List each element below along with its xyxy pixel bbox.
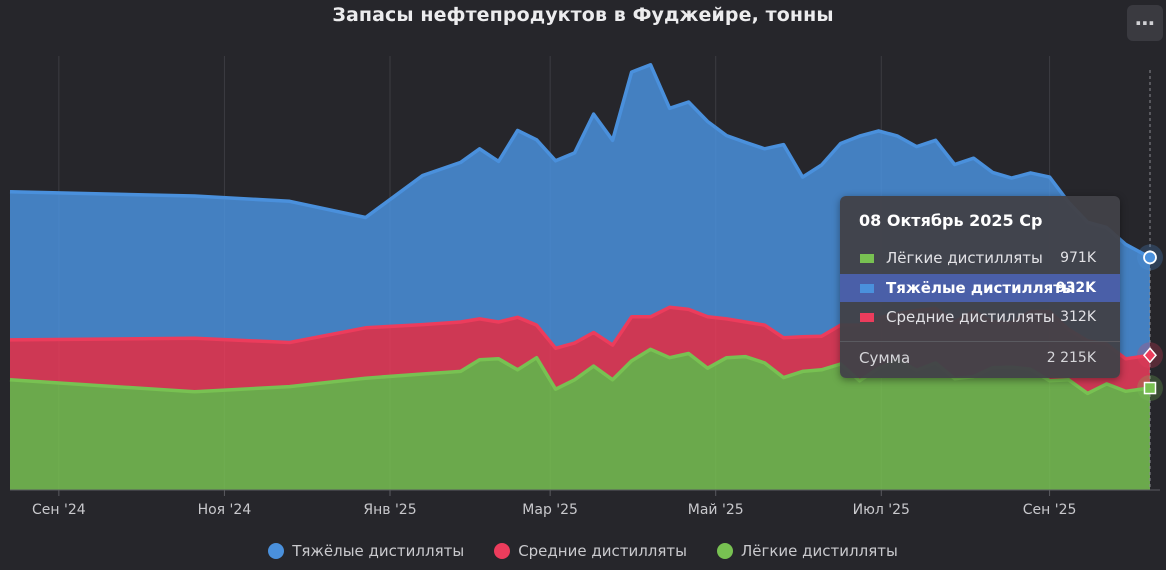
x-tick-label: Сен '24 — [32, 502, 86, 518]
tooltip-sum-label: Сумма — [859, 349, 911, 367]
tooltip: 08 Октябрь 2025 Ср Лёгкие дистилляты 971K… — [840, 196, 1120, 378]
chart-menu-button[interactable]: ⋯ — [1127, 5, 1163, 41]
x-tick-label: Июл '25 — [853, 502, 910, 518]
tooltip-row-label: Лёгкие дистилляты — [886, 249, 1043, 267]
x-tick-label: Сен '25 — [1023, 502, 1077, 518]
marker-middle — [1143, 347, 1157, 364]
tooltip-row: Средние дистилляты 312K — [840, 303, 1120, 331]
x-tick-label: Май '25 — [688, 502, 744, 518]
tooltip-row-label: Средние дистилляты — [886, 308, 1055, 326]
tooltip-row-value: 971K — [1060, 250, 1096, 266]
x-axis-ticks: Сен '24 Ноя '24 Янв '25 Мар '25 Май '25 Июл '… — [32, 490, 1076, 518]
tooltip-row-value: 312K — [1060, 309, 1096, 325]
more-horizontal-icon: ⋯ — [1135, 11, 1155, 35]
tooltip-swatch — [860, 313, 874, 322]
tooltip-row-value: 932K — [1055, 280, 1096, 296]
legend-dot-icon — [268, 543, 285, 559]
legend-label: Средние дистилляты — [518, 542, 687, 560]
legend: Тяжёлые дистилляты Средние дистилляты Лёгк… — [0, 542, 1166, 560]
tooltip-date: 08 Октябрь 2025 Ср — [859, 211, 1043, 230]
legend-label: Тяжёлые дистилляты — [292, 542, 465, 560]
chart-area[interactable]: Сен '24 Ноя '24 Янв '25 Мар '25 Май '25 Июл '… — [0, 0, 1166, 540]
chart-title: Запасы нефтепродуктов в Фуджейре, тонны — [332, 4, 834, 26]
area-light-distillates[interactable] — [10, 349, 1150, 490]
hover-markers — [1137, 70, 1163, 490]
tooltip-row: Лёгкие дистилляты 971K — [840, 244, 1120, 272]
tooltip-sum-value: 2 215K — [1046, 350, 1096, 366]
legend-dot-icon — [494, 543, 511, 559]
tooltip-row: Тяжёлые дистилляты 932K — [840, 274, 1120, 302]
line-heavy-distillates — [9, 63, 1151, 259]
x-tick-label: Янв '25 — [363, 502, 416, 518]
legend-item[interactable]: Тяжёлые дистилляты — [268, 542, 464, 560]
marker-heavy — [1143, 250, 1157, 265]
area-series — [10, 64, 1150, 490]
tooltip-swatch — [860, 284, 874, 293]
legend-label: Лёгкие дистилляты — [740, 542, 898, 560]
tooltip-swatch — [860, 254, 874, 263]
marker-light — [1143, 381, 1157, 395]
x-tick-label: Ноя '24 — [198, 502, 252, 518]
legend-item[interactable]: Лёгкие дистилляты — [716, 542, 898, 560]
tooltip-row-label: Тяжёлые дистилляты — [886, 279, 1076, 297]
legend-item[interactable]: Средние дистилляты — [494, 542, 687, 560]
legend-dot-icon — [716, 543, 733, 559]
x-tick-label: Мар '25 — [522, 502, 578, 518]
tooltip-divider — [840, 341, 1120, 342]
